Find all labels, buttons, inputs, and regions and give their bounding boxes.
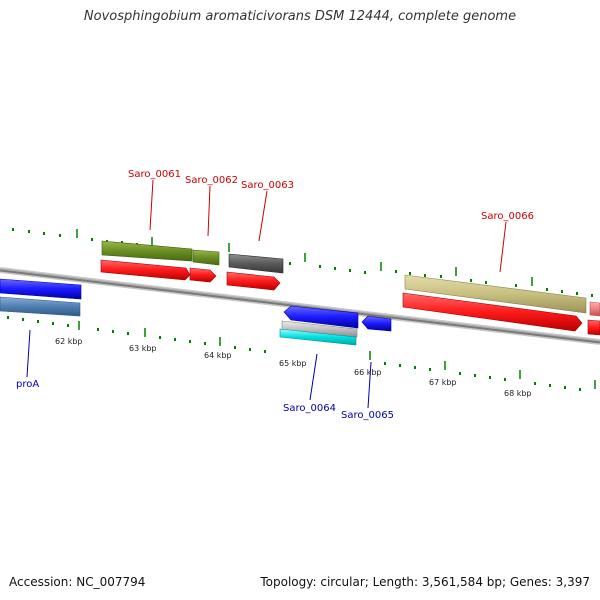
- cds-feature[interactable]: [402, 292, 583, 332]
- gene-feature[interactable]: [589, 301, 600, 317]
- genome-backbone: [0, 267, 600, 345]
- scale-labels: 62 kbp 63 kbp 64 kbp 65 kbp 66 kbp 67 kb…: [55, 337, 532, 398]
- scale-label-67kbp: 67 kbp: [429, 378, 457, 387]
- gene-label-saro-0062[interactable]: Saro_0062: [185, 175, 238, 186]
- scale-label-64kbp: 64 kbp: [204, 351, 232, 360]
- gene-label-saro-0065[interactable]: Saro_0065: [341, 410, 394, 421]
- cds-feature[interactable]: [226, 271, 281, 291]
- gene-feature[interactable]: [192, 249, 220, 266]
- gene-label-saro-0063[interactable]: Saro_0063: [241, 180, 294, 191]
- gene-feature[interactable]: [101, 240, 193, 262]
- cds-feature[interactable]: [189, 267, 217, 283]
- cds-feature[interactable]: [100, 259, 191, 281]
- lower-tick-ruler: [7, 316, 596, 391]
- scale-label-66kbp: 66 kbp: [354, 368, 382, 377]
- upper-tick-ruler: [12, 228, 593, 297]
- genome-stats-text: Topology: circular; Length: 3,561,584 bp…: [260, 575, 590, 589]
- cds-feature[interactable]: [0, 278, 82, 300]
- cds-feature[interactable]: [361, 315, 392, 332]
- gene-label-saro-0064[interactable]: Saro_0064: [283, 403, 336, 414]
- accession-text: Accession: NC_007794: [9, 575, 146, 589]
- cds-feature[interactable]: [587, 319, 600, 336]
- gene-label-proa[interactable]: proA: [16, 379, 39, 390]
- reverse-strand-features: [0, 278, 392, 346]
- gene-feature[interactable]: [0, 296, 81, 317]
- forward-strand-features: [100, 240, 600, 336]
- scale-label-62kbp: 62 kbp: [55, 337, 83, 346]
- gene-feature[interactable]: [404, 274, 587, 314]
- scale-label-65kbp: 65 kbp: [279, 359, 307, 368]
- label-leader-lines: [26, 179, 507, 409]
- map-title: Novosphingobium aromaticivorans DSM 1244…: [83, 9, 517, 24]
- gene-feature[interactable]: [281, 320, 358, 338]
- gene-feature[interactable]: [228, 253, 284, 274]
- scale-label-68kbp: 68 kbp: [504, 389, 532, 398]
- gene-labels: Saro_0061 Saro_0062 Saro_0063 Saro_0066 …: [16, 169, 534, 421]
- scale-label-63kbp: 63 kbp: [129, 344, 157, 353]
- gene-label-saro-0061[interactable]: Saro_0061: [128, 169, 181, 180]
- gene-feature[interactable]: [279, 328, 357, 346]
- gene-label-saro-0066[interactable]: Saro_0066: [481, 211, 534, 222]
- cds-feature[interactable]: [283, 305, 359, 329]
